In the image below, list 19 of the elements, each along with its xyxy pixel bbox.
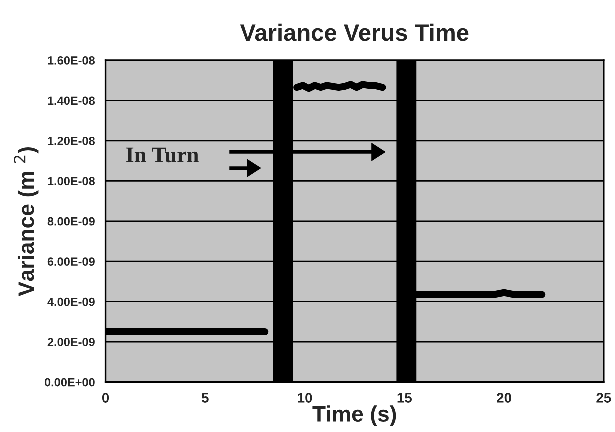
x-tick-label: 10 xyxy=(298,393,312,403)
x-tick-label: 5 xyxy=(202,393,209,403)
y-tick-label: 8.00E-09 xyxy=(48,217,95,226)
y-tick-label: 6.00E-09 xyxy=(48,258,95,266)
x-tick-label: 20 xyxy=(497,393,512,403)
x-tick-label: 15 xyxy=(398,393,412,403)
y-axis-title: Variance (m $^{2}$) xyxy=(14,147,39,296)
y-tick-label: 1.40E-08 xyxy=(48,96,96,106)
annotation: In Turn xyxy=(126,148,199,163)
y-tick-label: 4.00E-09 xyxy=(48,298,95,306)
x-tick-label: 25 xyxy=(596,393,612,403)
chart-title: Variance Verus Time xyxy=(240,24,469,42)
x-axis-title: Time (s) xyxy=(312,406,396,426)
y-tick-label: 0.00E+00 xyxy=(44,378,95,387)
y-tick-label: 1.00E-08 xyxy=(48,177,96,186)
y-tick-label: 1.20E-08 xyxy=(48,136,96,146)
x-tick-label: 0 xyxy=(102,393,110,403)
y-tick-label: 2.00E-09 xyxy=(48,338,95,346)
y-tick-label: 1.60E-08 xyxy=(48,56,96,65)
